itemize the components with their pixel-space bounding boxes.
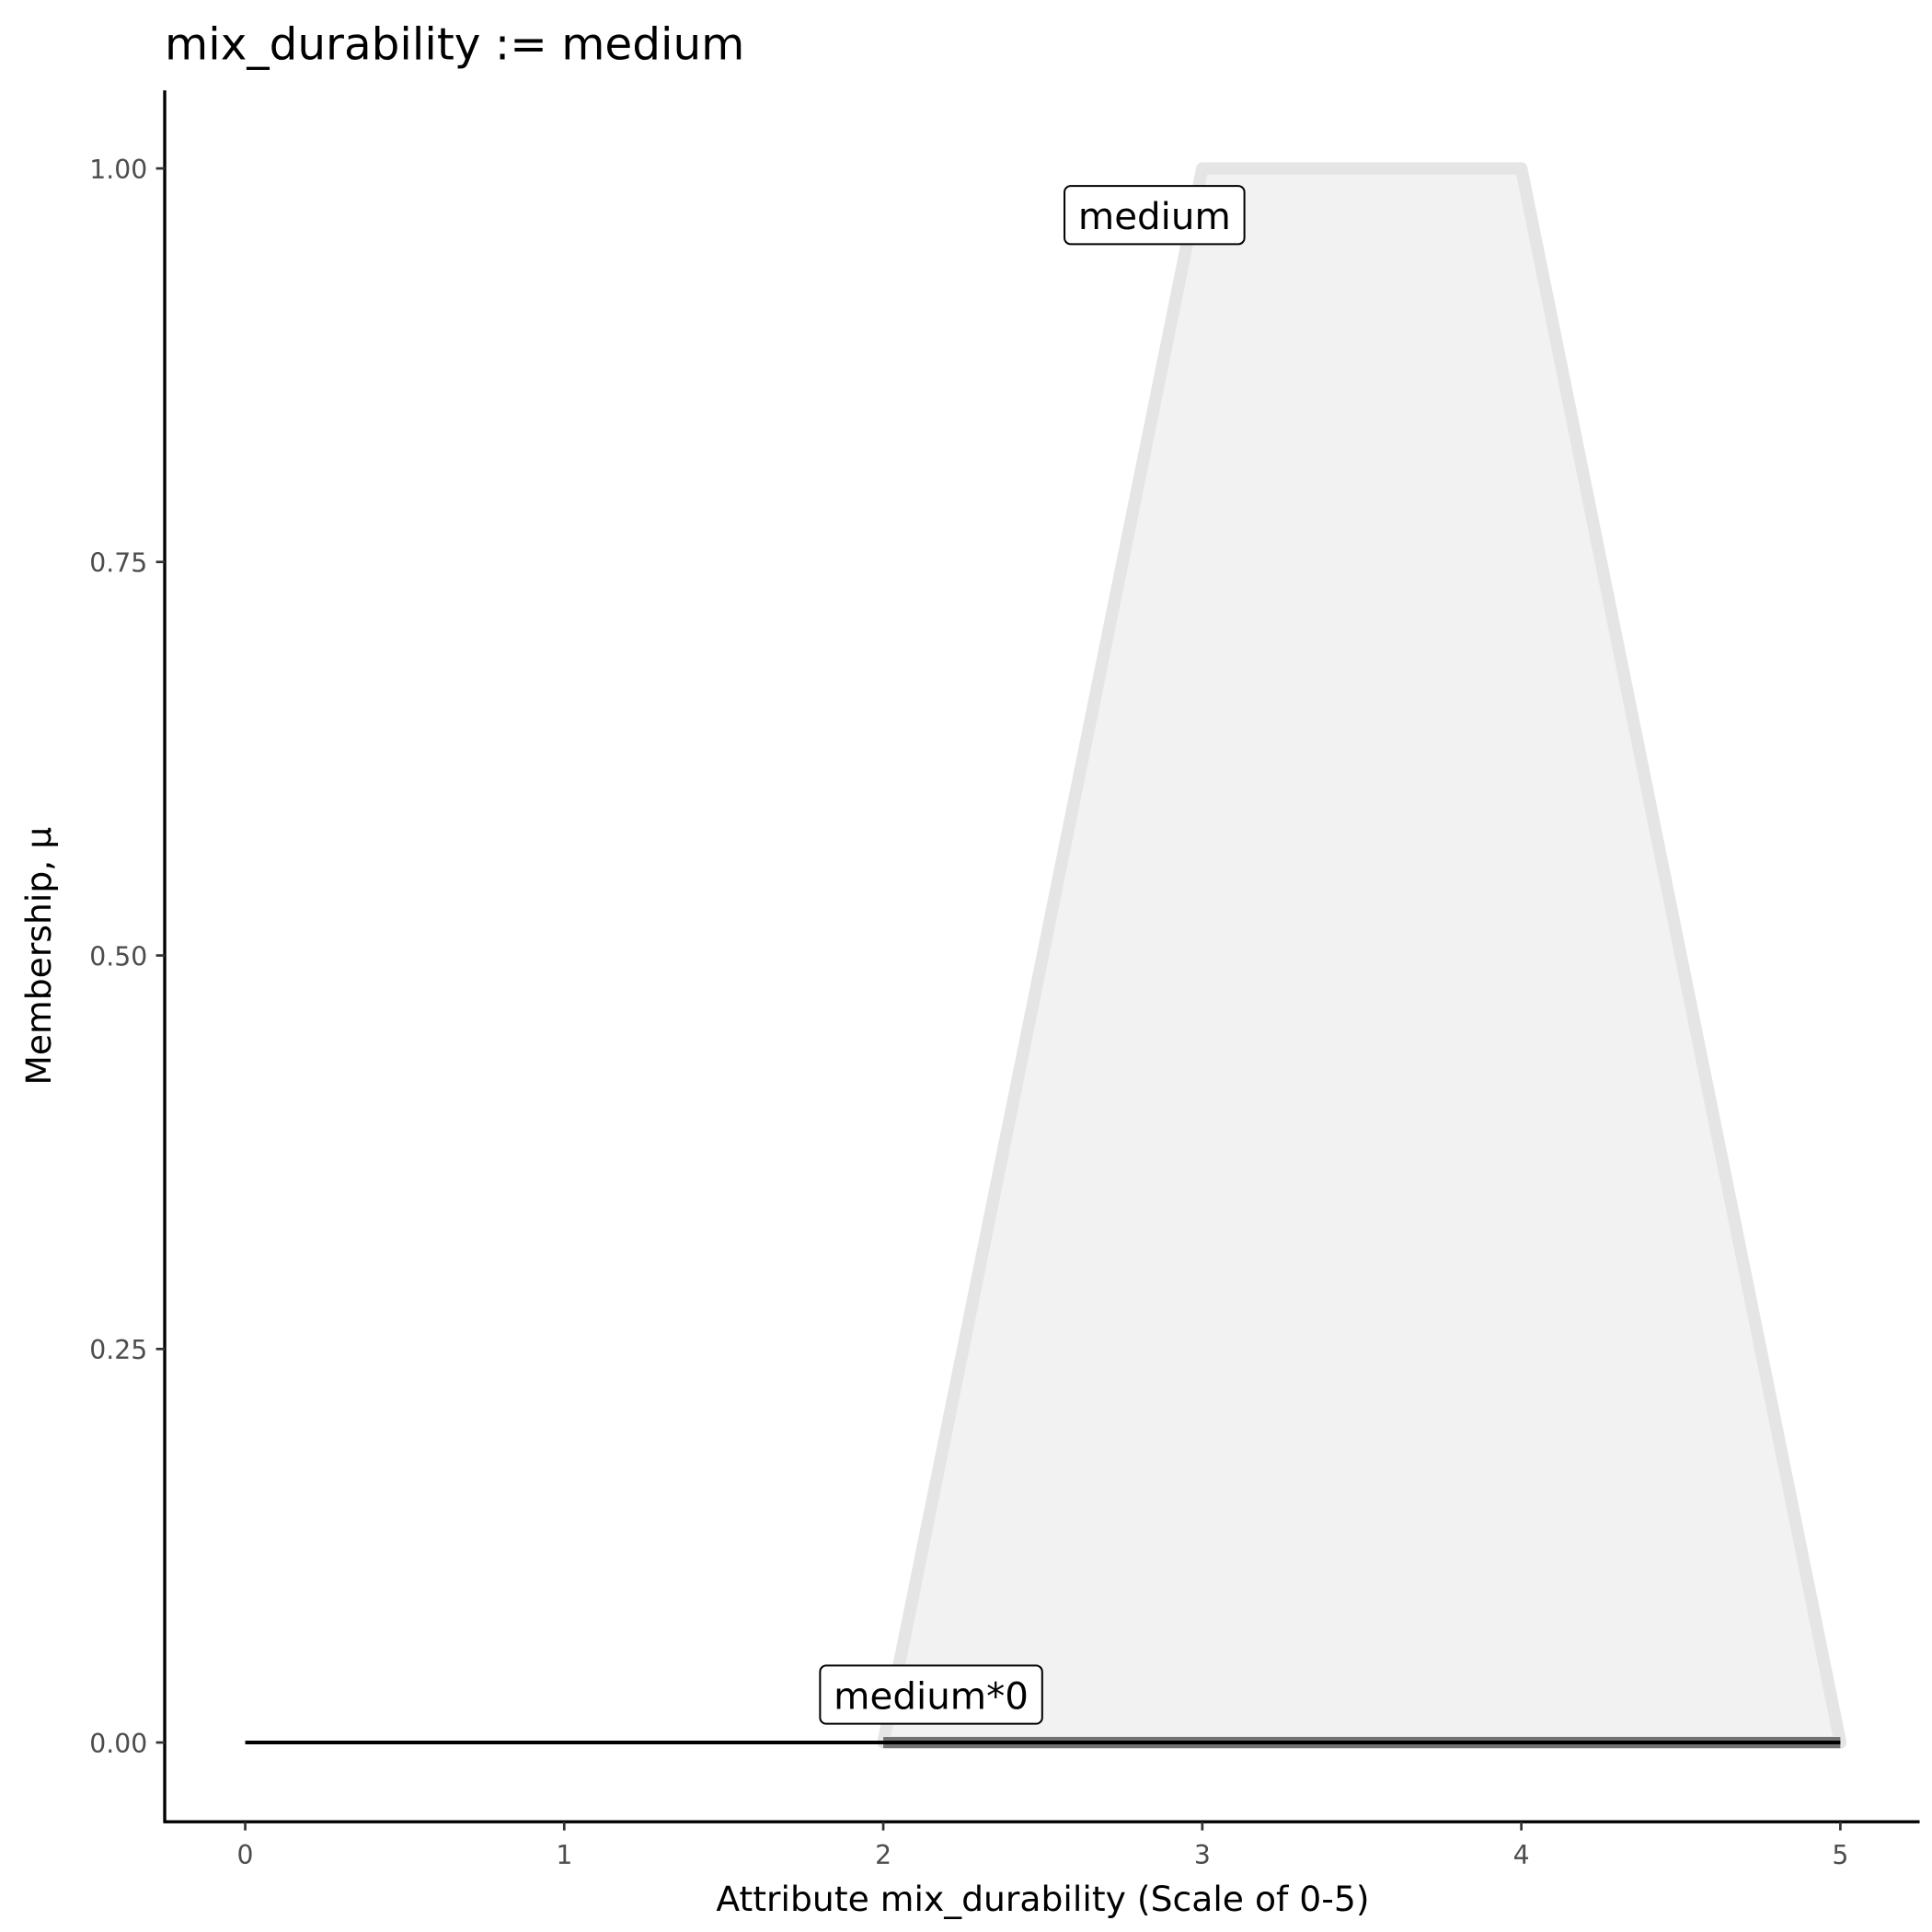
annotation-label: medium*0: [819, 1664, 1043, 1725]
y-axis-title: Membership, μ: [18, 827, 59, 1086]
plot-area: medium medium*0: [245, 162, 1847, 1749]
x-tick-label: 4: [1513, 1840, 1530, 1870]
medium-membership-area: [877, 162, 1847, 1749]
x-tick-label: 5: [1832, 1840, 1848, 1870]
y-tick-label: 0.50: [89, 941, 147, 972]
y-tick-label: 0.00: [89, 1729, 147, 1759]
annotation-text: medium: [1078, 195, 1231, 238]
y-ticks: 0.00 0.25 0.50 0.75 1.00: [89, 155, 166, 1759]
annotation-box: [1064, 185, 1246, 246]
x-axis-title: Attribute mix_durability (Scale of 0-5): [716, 1879, 1369, 1919]
x-tick-label: 1: [556, 1840, 572, 1870]
y-tick-label: 0.75: [89, 548, 147, 579]
x-ticks: 0 1 2 3 4 5: [237, 1822, 1848, 1870]
annotation-label: medium: [1064, 185, 1246, 246]
annotation-text: medium*0: [834, 1675, 1029, 1719]
x-tick-label: 0: [237, 1840, 254, 1870]
y-tick-label: 1.00: [89, 155, 147, 185]
y-tick-label: 0.25: [89, 1335, 147, 1365]
chart-title: mix_durability := medium: [165, 19, 744, 71]
annotation-box: [819, 1664, 1043, 1725]
x-tick-label: 2: [875, 1840, 891, 1870]
x-tick-label: 3: [1194, 1840, 1211, 1870]
